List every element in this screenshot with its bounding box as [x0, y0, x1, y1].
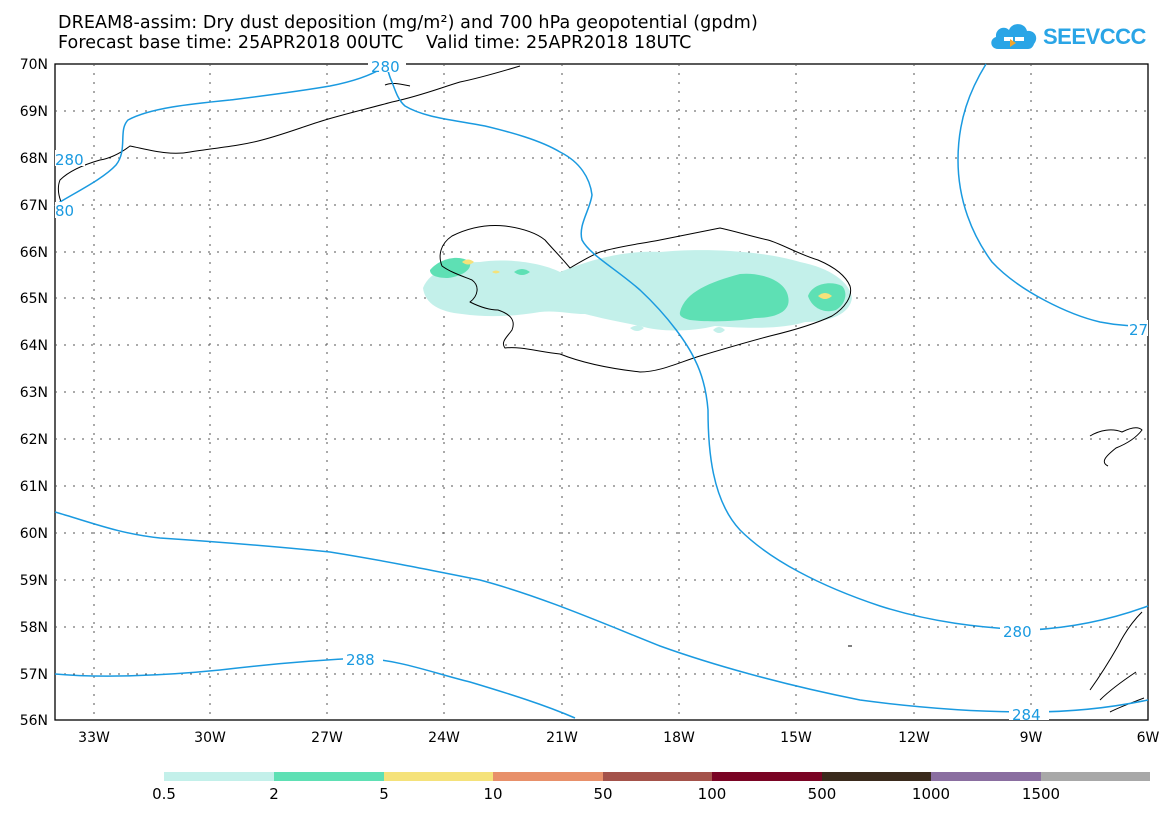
lat-label: 63N	[20, 385, 48, 401]
logo-text: SEEVCCC	[1043, 24, 1146, 49]
lat-label: 68N	[20, 151, 48, 167]
lon-label: 27W	[311, 730, 343, 746]
contour-label: 280	[55, 151, 84, 169]
lat-label: 64N	[20, 338, 48, 354]
lat-label: 60N	[20, 526, 48, 542]
lat-label: 67N	[20, 198, 48, 214]
lat-label: 56N	[20, 713, 48, 729]
lat-label: 66N	[20, 245, 48, 261]
geopotential-contours	[54, 63, 1149, 719]
cloud-icon	[991, 24, 1037, 49]
map-subtitle-times: Forecast base time: 25APR2018 00UTC Vali…	[58, 33, 692, 53]
legend-swatch	[603, 772, 712, 781]
seevccc-logo: SEEVCCC	[988, 15, 1146, 59]
coastlines	[57, 65, 1145, 713]
legend-label: 100	[697, 785, 727, 803]
lat-label: 69N	[20, 104, 48, 120]
legend-swatch	[384, 772, 493, 781]
lon-label: 33W	[78, 730, 110, 746]
lat-label: 65N	[20, 291, 48, 307]
lon-label: 30W	[194, 730, 226, 746]
dust-deposition-fill	[423, 250, 852, 333]
lat-label: 58N	[20, 620, 48, 636]
contour-label: 280	[1003, 623, 1032, 641]
latitude-labels: 70N 69N 68N 67N 66N 65N 64N 63N 62N 61N …	[20, 57, 48, 729]
legend-colorbar	[164, 772, 1150, 781]
legend-swatch	[1041, 772, 1150, 781]
graticule	[55, 64, 1148, 720]
legend-label: 500	[807, 785, 837, 803]
lon-label: 6W	[1137, 730, 1160, 746]
legend-label: 2	[269, 785, 279, 803]
legend-swatch	[493, 772, 603, 781]
legend-swatch	[274, 772, 384, 781]
contour-label: 280	[371, 58, 400, 76]
contour-label: 27	[1129, 321, 1148, 339]
lat-label: 62N	[20, 432, 48, 448]
legend-label: 50	[593, 785, 613, 803]
lat-label: 59N	[20, 573, 48, 589]
lon-label: 18W	[663, 730, 695, 746]
legend-swatch	[931, 772, 1041, 781]
lon-label: 9W	[1020, 730, 1043, 746]
lat-label: 70N	[20, 57, 48, 73]
legend-swatch	[822, 772, 931, 781]
legend-label: 1000	[911, 785, 951, 803]
lat-label: 61N	[20, 479, 48, 495]
contour-label: 284	[1012, 706, 1041, 724]
legend-label: 1500	[1021, 785, 1061, 803]
longitude-labels: 33W 30W 27W 24W 21W 18W 15W 12W 9W 6W	[78, 730, 1159, 746]
lon-label: 21W	[546, 730, 578, 746]
legend-label: 0.5	[152, 785, 176, 803]
lat-label: 57N	[20, 667, 48, 683]
lon-label: 24W	[428, 730, 460, 746]
legend-swatch	[164, 772, 274, 781]
legend-label: 10	[483, 785, 503, 803]
lon-label: 12W	[898, 730, 930, 746]
legend-swatch	[712, 772, 822, 781]
lon-label: 15W	[780, 730, 812, 746]
map-title: DREAM8-assim: Dry dust deposition (mg/m²…	[58, 13, 758, 33]
contour-label: 80	[55, 202, 74, 220]
legend-label: 5	[379, 785, 389, 803]
contour-label: 288	[346, 651, 375, 669]
contour-label-group: 280 280 80 288 280 284 27	[55, 58, 1148, 724]
